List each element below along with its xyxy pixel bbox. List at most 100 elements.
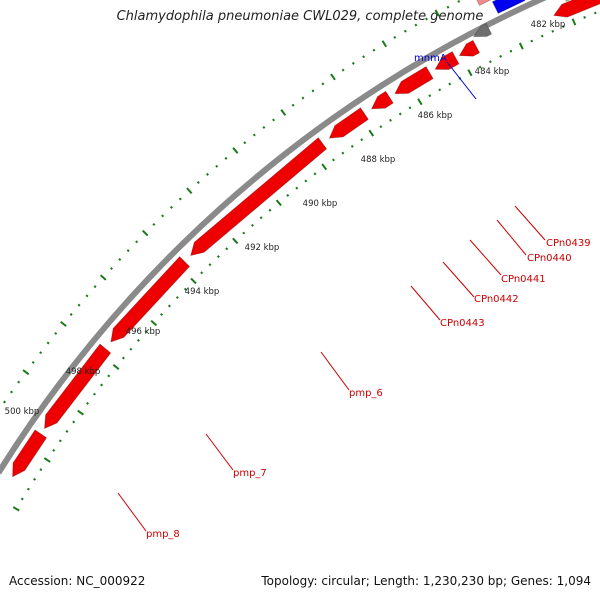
label-leader bbox=[117, 492, 147, 532]
outer-tick bbox=[321, 82, 325, 86]
blue-feature bbox=[491, 0, 526, 14]
label-leader bbox=[442, 261, 475, 298]
inner-tick bbox=[438, 88, 442, 92]
inner-tick bbox=[499, 54, 503, 58]
outer-tick bbox=[152, 222, 156, 226]
inner-tick bbox=[304, 179, 308, 183]
outer-tick bbox=[178, 197, 182, 201]
inner-tick bbox=[100, 383, 104, 387]
inner-tick bbox=[518, 42, 524, 50]
inner-tick bbox=[33, 477, 37, 481]
tick-label: 494 kbp bbox=[185, 287, 220, 297]
genome-backbone bbox=[0, 0, 547, 475]
cpn0442-feature bbox=[328, 107, 369, 139]
inner-tick bbox=[530, 39, 534, 43]
inner-tick bbox=[77, 409, 84, 416]
inner-tick bbox=[259, 216, 263, 220]
gene-label: mnmA bbox=[414, 53, 447, 64]
outer-tick bbox=[142, 229, 149, 237]
outer-tick bbox=[243, 141, 247, 145]
inner-tick bbox=[478, 65, 482, 69]
gene-label: pmp_7 bbox=[233, 468, 267, 479]
outer-tick-ring bbox=[3, 0, 461, 404]
outer-tick bbox=[186, 187, 193, 194]
inner-tick bbox=[268, 208, 272, 212]
outer-tick bbox=[224, 156, 228, 160]
label-leader bbox=[320, 351, 350, 391]
outer-tick bbox=[99, 274, 107, 281]
inner-tick bbox=[593, 11, 597, 15]
cpn0443-feature bbox=[190, 136, 328, 257]
outer-tick bbox=[85, 294, 89, 298]
label-leader bbox=[410, 285, 441, 321]
outer-tick bbox=[272, 118, 276, 122]
inner-tick bbox=[190, 277, 197, 285]
inner-tick bbox=[12, 506, 20, 512]
cpn0440-feature bbox=[394, 65, 434, 95]
tick-label: 484 kbp bbox=[475, 67, 510, 77]
inner-tick bbox=[379, 125, 383, 129]
inner-tick bbox=[551, 29, 555, 33]
gene-features bbox=[12, 0, 600, 478]
inner-tick bbox=[313, 172, 317, 176]
inner-tick bbox=[52, 448, 56, 452]
tick-label: 492 kbp bbox=[245, 243, 280, 253]
inner-tick bbox=[183, 287, 187, 291]
inner-tick bbox=[509, 49, 513, 53]
backbone-arc bbox=[0, 0, 547, 475]
outer-tick bbox=[206, 172, 209, 176]
tick-label: 482 kbp bbox=[531, 20, 566, 30]
tick-label: 500 kbp bbox=[5, 407, 40, 417]
genome-summary: Topology: circular; Length: 1,230,230 bp… bbox=[261, 574, 591, 588]
outer-tick bbox=[46, 341, 50, 345]
inner-tick bbox=[398, 112, 402, 116]
outer-tick bbox=[403, 29, 407, 33]
inner-tick bbox=[321, 163, 328, 171]
inner-tick bbox=[448, 82, 452, 86]
inner-tick bbox=[225, 247, 229, 251]
inner-tick-ring bbox=[12, 11, 597, 512]
inner-tick bbox=[43, 457, 51, 463]
outer-tick bbox=[393, 35, 397, 39]
inner-tick bbox=[488, 60, 492, 64]
outer-tick bbox=[196, 181, 200, 184]
inner-tick bbox=[175, 296, 179, 300]
outer-tick bbox=[69, 313, 73, 316]
inner-tick bbox=[250, 223, 254, 227]
outer-tick bbox=[169, 205, 173, 209]
gene-label: pmp_6 bbox=[349, 388, 383, 399]
gene-label: CPn0442 bbox=[474, 294, 519, 305]
inner-tick bbox=[540, 34, 544, 38]
inner-tick bbox=[332, 158, 335, 162]
inner-tick bbox=[144, 330, 148, 334]
inner-tick bbox=[389, 118, 392, 122]
pmp-6-feature bbox=[110, 256, 191, 343]
tick-label: 490 kbp bbox=[303, 199, 338, 209]
inner-tick bbox=[417, 98, 423, 106]
inner-tick bbox=[561, 25, 565, 28]
outer-tick bbox=[93, 285, 97, 289]
outer-tick bbox=[457, 0, 461, 3]
outer-tick bbox=[280, 109, 287, 116]
gene-label: pmp_8 bbox=[146, 529, 180, 540]
outer-tick bbox=[291, 103, 295, 107]
inner-tick bbox=[167, 304, 171, 308]
outer-tick bbox=[126, 249, 130, 253]
inner-tick bbox=[93, 392, 96, 396]
inner-tick bbox=[360, 138, 364, 142]
label-leader bbox=[469, 239, 502, 276]
gene-label: CPn0443 bbox=[440, 318, 485, 329]
inner-tick bbox=[112, 363, 120, 370]
tick-label: 498 kbp bbox=[66, 367, 101, 377]
inner-tick bbox=[571, 18, 577, 26]
outer-tick bbox=[109, 266, 113, 270]
cpn0439-feature bbox=[434, 51, 460, 70]
outer-tick bbox=[262, 125, 266, 129]
outer-tick bbox=[31, 360, 35, 364]
tick-label: 496 kbp bbox=[126, 327, 161, 337]
inner-tick bbox=[85, 401, 89, 405]
inner-tick bbox=[65, 429, 69, 433]
outer-tick bbox=[252, 133, 256, 137]
outer-tick bbox=[351, 61, 355, 65]
outer-tick bbox=[3, 400, 6, 404]
